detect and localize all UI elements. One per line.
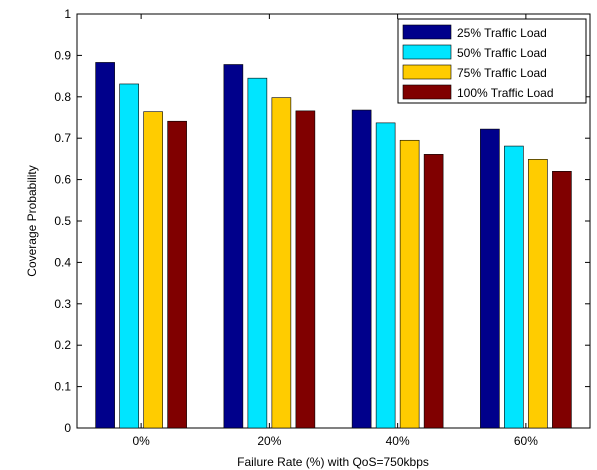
bar [504, 145, 524, 429]
x-axis-label: Failure Rate (%) with QoS=750kbps [237, 455, 429, 469]
bar [119, 83, 139, 429]
bar [143, 111, 163, 429]
y-axis-ticks: 0 0.1 0.2 0.3 0.4 0.5 0.6 0.7 0.8 0.9 1 [54, 7, 590, 435]
bar [295, 110, 316, 429]
bar [480, 128, 500, 429]
x-tick-label: 40% [386, 434, 410, 448]
y-tick-label: 0.8 [54, 90, 71, 104]
bar [399, 139, 420, 429]
legend-label: 75% Traffic Load [457, 66, 547, 80]
bar [247, 77, 268, 429]
legend-swatch [402, 84, 452, 100]
bar [552, 171, 572, 429]
y-tick-label: 0 [64, 421, 71, 435]
legend-swatch [402, 64, 452, 80]
y-tick-label: 0.1 [54, 380, 71, 394]
legend-swatch [402, 44, 452, 60]
y-tick-label: 0.3 [54, 297, 71, 311]
bar [375, 122, 396, 429]
bar [351, 109, 372, 429]
y-tick-label: 0.6 [54, 173, 71, 187]
y-tick-label: 0.7 [54, 131, 71, 145]
x-axis-ticks: 0% 20% 40% 60% [132, 14, 538, 448]
bar [167, 120, 187, 429]
bar [271, 97, 292, 429]
legend-label: 25% Traffic Load [457, 26, 547, 40]
y-axis-label: Coverage Probability [25, 165, 39, 276]
legend-swatch [402, 24, 452, 40]
legend-label: 50% Traffic Load [457, 46, 547, 60]
y-tick-label: 0.4 [54, 255, 71, 269]
legend: 25% Traffic Load 50% Traffic Load 75% Traf… [397, 18, 587, 104]
y-tick-label: 0.9 [54, 48, 71, 62]
x-tick-label: 60% [514, 434, 538, 448]
y-tick-label: 0.2 [54, 338, 71, 352]
y-tick-label: 0.5 [54, 214, 71, 228]
bar [95, 62, 115, 429]
x-tick-label: 20% [257, 434, 281, 448]
y-tick-label: 1 [64, 7, 71, 21]
bar [528, 159, 548, 429]
bars-group [95, 62, 572, 429]
x-tick-label: 0% [132, 434, 150, 448]
legend-label: 100% Traffic Load [457, 86, 554, 100]
bar [223, 64, 244, 429]
bar [423, 154, 444, 429]
